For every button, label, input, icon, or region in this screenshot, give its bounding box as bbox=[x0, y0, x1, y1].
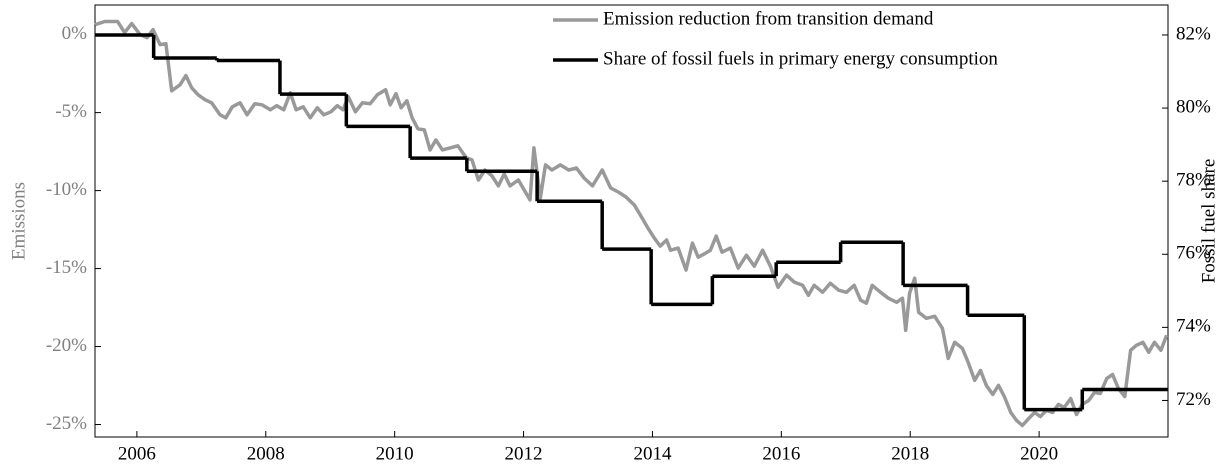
x-tick-label: 2006 bbox=[118, 443, 156, 464]
legend-label: Share of fossil fuels in primary energy … bbox=[603, 48, 998, 69]
y-tick-label: -15% bbox=[46, 257, 87, 278]
y2-tick-label: 78% bbox=[1176, 170, 1211, 191]
x-tick-label: 2016 bbox=[762, 443, 800, 464]
y2-tick-label: 74% bbox=[1176, 316, 1211, 337]
y-tick-label: 0% bbox=[62, 23, 88, 44]
y-tick-label: -5% bbox=[55, 101, 87, 122]
plot-frame bbox=[94, 4, 1169, 438]
y-tick-label: -10% bbox=[46, 179, 87, 200]
x-tick-label: 2014 bbox=[633, 443, 672, 464]
y2-tick-label: 80% bbox=[1176, 96, 1211, 117]
y-tick-label: -20% bbox=[46, 335, 87, 356]
y2-tick-label: 72% bbox=[1176, 389, 1211, 410]
y-tick-label: -25% bbox=[46, 413, 87, 434]
y2-axis-label: Fossil fuel share bbox=[1198, 159, 1219, 284]
series-line bbox=[94, 19, 1169, 428]
y-axis-label: Emissions bbox=[8, 182, 29, 260]
legend-label: Emission reduction from transition deman… bbox=[603, 8, 934, 29]
y2-tick-label: 82% bbox=[1176, 23, 1211, 44]
x-tick-label: 2020 bbox=[1020, 443, 1058, 464]
x-tick-label: 2018 bbox=[891, 443, 929, 464]
x-tick-label: 2010 bbox=[376, 443, 414, 464]
x-tick-label: 2012 bbox=[505, 443, 543, 464]
x-tick-label: 2008 bbox=[247, 443, 285, 464]
y2-tick-label: 76% bbox=[1176, 243, 1211, 264]
